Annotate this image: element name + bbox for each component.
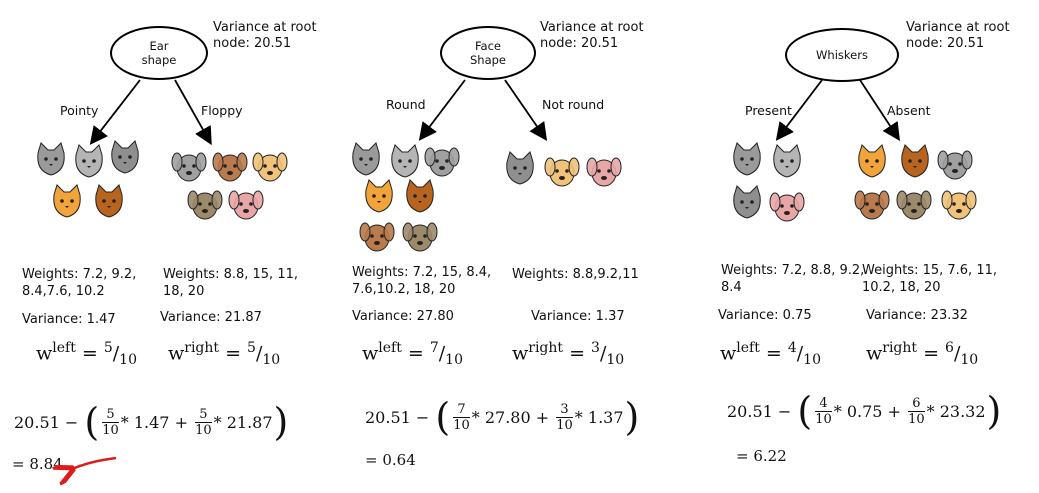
tan-dog-icon xyxy=(941,190,977,220)
information-gain-result: = 0.64 xyxy=(365,451,416,469)
left-branch-arrow xyxy=(418,79,466,141)
right-branch-arrow xyxy=(504,79,548,141)
brown-cat-icon xyxy=(901,144,929,178)
pug-dog-icon xyxy=(187,190,223,220)
left-weights: Weights: 7.2, 8.8, 9.2, 8.4 xyxy=(721,263,865,295)
brown-dog-icon xyxy=(854,190,890,220)
tan-dog-icon xyxy=(252,152,288,182)
gray-cat-icon xyxy=(75,144,103,178)
right-variance: Variance: 23.32 xyxy=(866,308,968,323)
information-gain-result: = 6.22 xyxy=(736,447,787,465)
w-left-fraction: wleft = 5/10 xyxy=(36,340,137,369)
gray-cat-icon xyxy=(391,144,419,178)
pink-dog-icon xyxy=(586,157,622,187)
left-branch-arrow xyxy=(89,79,141,145)
gray-cat-icon xyxy=(37,142,65,176)
right-variance: Variance: 1.37 xyxy=(531,309,625,324)
root-node-label: Ear shape xyxy=(141,39,177,67)
root-node-whiskers: Whiskers xyxy=(785,28,899,82)
information-gain-result: = 8.84 xyxy=(12,455,63,473)
tan-dog-icon xyxy=(544,157,580,187)
root-variance-text: Variance at root node: 20.51 xyxy=(213,20,317,51)
left-branch-label: Round xyxy=(386,97,426,112)
root-node-label: Face Shape xyxy=(469,39,506,67)
information-gain-formula: 20.51 − ( 5 10 * 1.47 + 5 10 * 21.87) xyxy=(14,400,289,444)
pug-dog-icon xyxy=(402,222,438,252)
pink-dog-icon xyxy=(228,190,264,220)
w-left-fraction: wleft = 4/10 xyxy=(720,340,821,369)
w-right-fraction: wright = 5/10 xyxy=(168,340,281,369)
brown-cat-icon xyxy=(95,184,123,218)
information-gain-formula: 20.51 − ( 4 10 * 0.75 + 6 10 * 23.32) xyxy=(727,389,1002,433)
gray-dog-icon xyxy=(424,147,460,177)
gray-cat-icon xyxy=(733,142,761,176)
brown-cat-icon xyxy=(406,179,434,213)
information-gain-formula: 20.51 − ( 7 10 * 27.80 + 3 10 * 1.37) xyxy=(365,395,640,439)
brown-dog-icon xyxy=(212,152,248,182)
root-node-ear-shape: Ear shape xyxy=(110,26,208,80)
right-branch-arrow xyxy=(174,79,212,146)
orange-cat-icon xyxy=(365,179,393,213)
brown-dog-icon xyxy=(359,222,395,252)
left-variance: Variance: 1.47 xyxy=(22,312,116,327)
orange-cat-icon xyxy=(53,184,81,218)
left-variance: Variance: 27.80 xyxy=(352,309,454,324)
gray-cat-icon xyxy=(352,142,380,176)
pug-dog-icon xyxy=(896,190,932,220)
gray-dog-icon xyxy=(171,152,207,182)
gray-cat-icon xyxy=(111,140,139,174)
orange-cat-icon xyxy=(858,144,886,178)
left-weights: Weights: 7.2, 9.2, 8.4,7.6, 10.2 xyxy=(22,267,137,299)
w-left-fraction: wleft = 7/10 xyxy=(362,340,463,369)
right-weights: Weights: 8.8,9.2,11 xyxy=(512,267,639,282)
left-branch-arrow xyxy=(775,79,823,141)
root-node-label: Whiskers xyxy=(816,48,868,62)
pink-dog-icon xyxy=(769,192,805,222)
gray-cat-icon xyxy=(733,185,761,219)
right-branch-label: Not round xyxy=(542,97,605,112)
right-weights: Weights: 8.8, 15, 11, 18, 20 xyxy=(163,267,298,299)
left-variance: Variance: 0.75 xyxy=(718,308,812,323)
right-variance: Variance: 21.87 xyxy=(160,310,262,325)
gray-cat-icon xyxy=(506,151,534,185)
right-branch-label: Floppy xyxy=(201,103,243,118)
root-variance-text: Variance at root node: 20.51 xyxy=(540,20,644,51)
gray-cat-icon xyxy=(773,144,801,178)
gray-dog-icon xyxy=(937,150,973,180)
right-weights: Weights: 15, 7.6, 11, 10.2, 18, 20 xyxy=(862,263,997,295)
left-branch-label: Pointy xyxy=(60,103,99,118)
left-weights: Weights: 7.2, 15, 8.4, 7.6,10.2, 18, 20 xyxy=(352,265,492,297)
root-variance-text: Variance at root node: 20.51 xyxy=(906,20,1010,51)
left-branch-label: Present xyxy=(745,103,792,118)
w-right-fraction: wright = 6/10 xyxy=(866,340,979,369)
right-branch-arrow xyxy=(859,79,900,142)
highlight-arrow xyxy=(70,456,117,470)
w-right-fraction: wright = 3/10 xyxy=(512,340,625,369)
right-branch-label: Absent xyxy=(887,103,931,118)
root-node-face-shape: Face Shape xyxy=(440,26,536,80)
